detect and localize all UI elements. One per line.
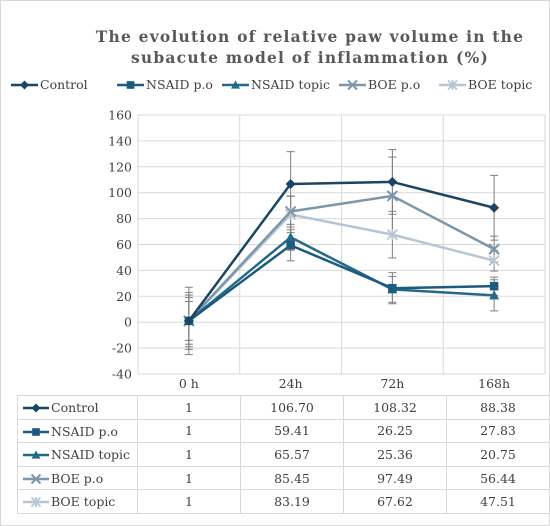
y-tick-label: 140 <box>108 133 132 148</box>
y-tick-label: 0 <box>124 315 132 330</box>
data-point <box>489 202 500 213</box>
y-tick-label: 40 <box>116 263 132 278</box>
data-point <box>388 283 397 293</box>
table-cell: 1 <box>137 465 241 491</box>
table-cell: 20.75 <box>446 442 550 467</box>
table-row-header: NSAID topic <box>17 442 138 467</box>
table-legend-marker <box>30 497 42 508</box>
table-cell: 1 <box>137 395 241 420</box>
series-line <box>188 244 495 322</box>
table-series-name: NSAID topic <box>51 447 131 463</box>
series-line <box>187 194 495 322</box>
data-point <box>386 190 399 202</box>
legend-swatch <box>11 80 38 90</box>
y-tick-label: 60 <box>116 237 132 252</box>
table-cell: 67.62 <box>343 489 447 514</box>
legend-label: BOE topic <box>468 77 533 92</box>
table-row-header: NSAID p.o <box>17 418 138 444</box>
table-cell: 106.70 <box>240 395 344 420</box>
table-cell: 83.19 <box>240 489 344 514</box>
table-cell: 97.49 <box>343 465 447 491</box>
table-cell: 59.41 <box>240 418 344 444</box>
legend-swatch <box>339 79 366 91</box>
table-cell: 25.36 <box>343 442 447 467</box>
table-cell: 88.38 <box>446 395 550 420</box>
x-tick-label: 72h <box>380 376 404 391</box>
table-legend-key <box>23 427 49 436</box>
data-point <box>489 281 499 291</box>
legend-swatch <box>439 79 466 91</box>
legend-label: NSAID topic <box>251 77 331 92</box>
table-cell: 85.45 <box>240 465 344 491</box>
legend-marker <box>126 81 135 89</box>
data-point <box>489 290 500 300</box>
table-cell: 26.25 <box>343 418 447 444</box>
y-tick-label: -40 <box>112 367 132 382</box>
table-legend-key <box>23 497 49 508</box>
table-legend-marker <box>31 403 41 413</box>
table-row-header: BOE topic <box>17 489 138 514</box>
table-legend-key <box>23 450 49 459</box>
table-series-name: Control <box>51 400 99 415</box>
legend-marker <box>347 79 358 91</box>
legend-label: NSAID p.o <box>146 77 213 92</box>
legend-label: BOE p.o <box>368 77 421 92</box>
table-legend-marker <box>31 450 41 459</box>
data-point <box>285 232 296 242</box>
table-cell: 1 <box>137 489 241 514</box>
legend-swatch <box>117 81 144 89</box>
legend-marker <box>20 80 29 90</box>
table-cell: 47.51 <box>446 489 550 514</box>
table-row-header: BOE p.o <box>17 465 138 491</box>
table-row: NSAID topic 1 65.57 25.36 20.75 <box>17 442 550 467</box>
legend-swatch <box>222 80 249 89</box>
x-tick-label: 0 h <box>179 376 199 391</box>
table-series-name: NSAID p.o <box>51 423 118 439</box>
legend-marker <box>447 79 458 91</box>
data-table: Control 1 106.70 108.32 88.38 NSAID p.o 1 59.41… <box>17 395 550 514</box>
y-tick-label: 100 <box>108 185 132 200</box>
table-row: Control 1 106.70 108.32 88.38 <box>17 395 550 420</box>
chart-title: The evolution of relative paw volume in … <box>95 27 525 67</box>
data-point <box>285 179 296 190</box>
table-cell: 1 <box>137 418 241 444</box>
table-legend-marker <box>32 427 40 436</box>
table-row: BOE topic 1 83.19 67.62 47.51 <box>17 489 550 514</box>
plot-area: 160 140 120 100 80 60 40 20 0 -20 -40 0 h 24h 72h 168h <box>108 108 546 391</box>
y-tick-label: 80 <box>116 211 132 226</box>
table-row: NSAID p.o 1 59.41 26.25 27.83 <box>17 418 550 444</box>
table-series-name: BOE topic <box>51 494 116 510</box>
data-point <box>387 176 398 187</box>
table-cell: 27.83 <box>446 418 550 444</box>
series-line <box>187 180 495 322</box>
table-legend-key <box>23 403 49 413</box>
y-tick-label: -20 <box>112 341 132 356</box>
data-point <box>183 315 194 326</box>
table-legend-key <box>23 473 49 484</box>
table-legend-marker <box>30 473 42 484</box>
y-tick-label: 120 <box>108 159 132 174</box>
table-cell: 1 <box>137 442 241 467</box>
x-tick-label: 24h <box>279 376 303 391</box>
y-tick-label: 20 <box>116 289 132 304</box>
table-cell: 65.57 <box>240 442 344 467</box>
table-row: BOE p.o 1 85.45 97.49 56.44 <box>17 465 550 491</box>
data-point <box>488 255 500 267</box>
y-tick-label: 160 <box>108 108 132 123</box>
legend-label: Control <box>40 77 88 92</box>
table-cell: 56.44 <box>446 465 550 491</box>
table-series-name: BOE p.o <box>51 470 104 486</box>
table-row-header: Control <box>17 395 138 420</box>
data-point <box>386 228 399 241</box>
legend-marker <box>231 80 240 89</box>
data-point <box>284 205 297 218</box>
data-point <box>286 241 295 250</box>
series-line <box>188 236 495 322</box>
x-tick-label: 168h <box>478 376 510 391</box>
table-cell: 108.32 <box>343 395 447 420</box>
data-point <box>488 243 500 255</box>
legend: Control NSAID p.o NSAID topic BOE p.o BOE to… <box>10 76 542 94</box>
